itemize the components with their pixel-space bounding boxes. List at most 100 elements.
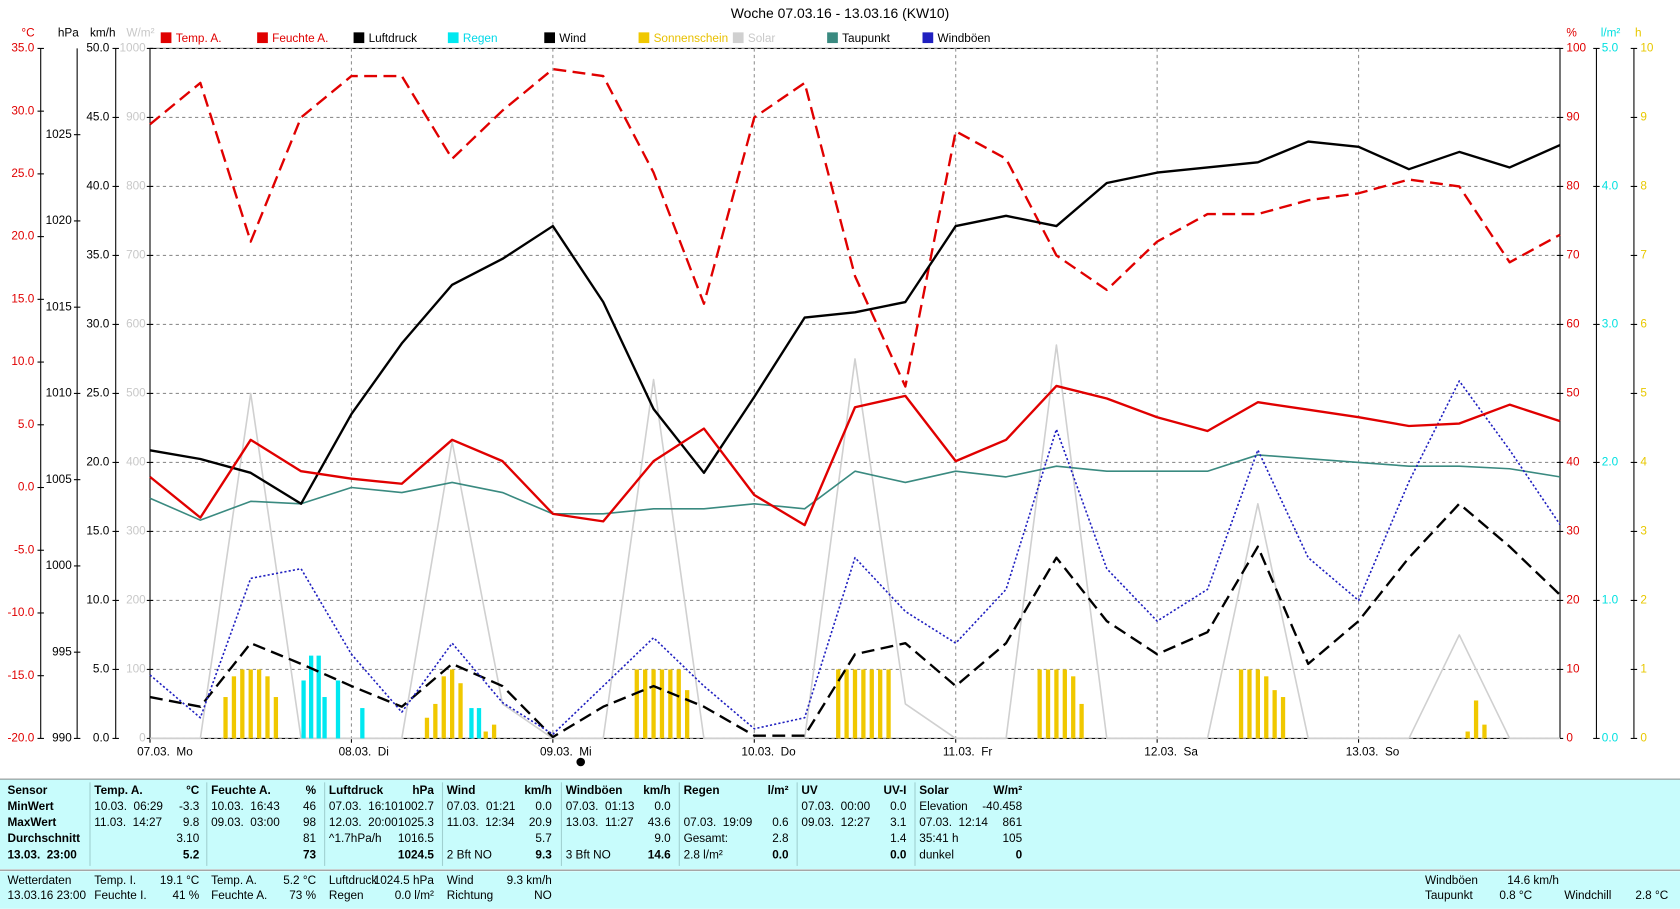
stats-cell: 12.03. 20:00 bbox=[329, 816, 398, 829]
stats-value: 14.6 bbox=[648, 848, 671, 861]
y-tick-label: 0.0 bbox=[1602, 732, 1619, 745]
x-tick-label: 10.03. Do bbox=[741, 745, 796, 758]
bar bbox=[240, 669, 245, 739]
bar bbox=[852, 669, 858, 739]
y-tick-label: 20.0 bbox=[11, 230, 34, 243]
stats-cell: 13.03. 23:00 bbox=[8, 848, 78, 861]
bar bbox=[1264, 676, 1269, 739]
bar bbox=[1238, 669, 1244, 739]
y-tick-label: 100 bbox=[1566, 42, 1586, 55]
bar bbox=[483, 731, 488, 739]
y-tick-label: 10 bbox=[1566, 663, 1580, 676]
stats-cell: 09.03. 12:27 bbox=[801, 816, 870, 829]
stats-unit: km/h bbox=[643, 784, 670, 797]
x-tick-label: 07.03. Mo bbox=[137, 745, 193, 758]
bar bbox=[265, 676, 270, 739]
y-tick-label: 400 bbox=[126, 456, 146, 469]
legend-swatch bbox=[447, 32, 459, 44]
bar bbox=[450, 669, 455, 739]
y-tick-label: 1025 bbox=[46, 128, 73, 141]
legend-swatch bbox=[732, 32, 744, 44]
legend-label: Feuchte A. bbox=[272, 32, 328, 45]
stats-value: 5.7 bbox=[535, 832, 551, 845]
y-tick-label: 900 bbox=[126, 111, 146, 124]
y-tick-label: 35.0 bbox=[11, 42, 34, 55]
stats-cell: dunkel bbox=[919, 848, 954, 861]
y-tick-label: 10.0 bbox=[11, 355, 34, 368]
y-tick-label: 8 bbox=[1640, 180, 1647, 193]
bar bbox=[685, 690, 690, 739]
y-tick-label: 800 bbox=[126, 180, 146, 193]
y-tick-label: 25.0 bbox=[11, 167, 34, 180]
y-tick-label: 60 bbox=[1566, 318, 1580, 331]
bar bbox=[1071, 676, 1076, 739]
y-tick-label: 3.0 bbox=[1602, 318, 1619, 331]
stats-cell: 10.03. 16:43 bbox=[211, 800, 280, 813]
y-tick-label: 9 bbox=[1640, 111, 1647, 124]
stats-cell: 07.03. 12:14 bbox=[919, 816, 988, 829]
legend-label: Wind bbox=[559, 32, 586, 45]
status-value: 1024.5 hPa bbox=[374, 874, 435, 887]
legend-label: Solar bbox=[748, 32, 776, 45]
stats-value: 5.2 bbox=[183, 848, 200, 861]
series-line bbox=[149, 502, 1561, 739]
bar bbox=[424, 717, 430, 739]
status-label: Richtung bbox=[447, 889, 493, 902]
stats-value: 3.1 bbox=[890, 816, 906, 829]
y-tick-label: 15.0 bbox=[11, 292, 34, 305]
bar bbox=[861, 669, 866, 739]
stats-unit: W/m² bbox=[993, 784, 1022, 797]
stats-cell: 2 Bft NO bbox=[447, 848, 492, 861]
stats-cell: Gesamt: bbox=[684, 832, 728, 845]
status-value: 0.0 l/m² bbox=[395, 889, 434, 902]
stats-cell: 09.03. 03:00 bbox=[211, 816, 280, 829]
bar bbox=[1465, 731, 1470, 739]
status-label: Feuchte I. bbox=[94, 889, 146, 902]
y-tick-label: 3 bbox=[1640, 525, 1647, 538]
legend-label: Regen bbox=[463, 32, 498, 45]
y-tick-label: 5.0 bbox=[93, 663, 110, 676]
status-value: 41 % bbox=[172, 889, 199, 902]
stats-value: 73 bbox=[303, 848, 317, 861]
y-tick-label: 30.0 bbox=[11, 104, 34, 117]
y-tick-label: 45.0 bbox=[86, 111, 109, 124]
bar bbox=[1272, 690, 1277, 739]
stats-value: -3.3 bbox=[179, 800, 200, 813]
stats-value: 81 bbox=[303, 832, 316, 845]
y-tick-label: 50.0 bbox=[86, 42, 109, 55]
y-tick-label: 25.0 bbox=[86, 387, 109, 400]
bar bbox=[469, 708, 474, 739]
axis-title: hPa bbox=[58, 27, 79, 40]
x-tick-label: 13.03. So bbox=[1346, 745, 1400, 758]
axis-title: km/h bbox=[90, 27, 116, 40]
stats-cell: 2.8 l/m² bbox=[684, 848, 723, 861]
bar bbox=[844, 669, 849, 739]
stats-value: 861 bbox=[1003, 816, 1023, 829]
legend-swatch bbox=[638, 32, 650, 44]
stats-value: 98 bbox=[303, 816, 317, 829]
status-value: 2.8 °C bbox=[1635, 889, 1668, 902]
stats-value: 3.10 bbox=[176, 832, 199, 845]
bar bbox=[1473, 700, 1479, 739]
bar bbox=[309, 655, 314, 739]
y-tick-label: 1.0 bbox=[1602, 594, 1619, 607]
y-tick-label: 100 bbox=[126, 663, 146, 676]
axis-title: W/m² bbox=[126, 27, 154, 40]
axis-title: h bbox=[1635, 27, 1642, 40]
bar bbox=[1482, 724, 1487, 739]
stats-panel bbox=[0, 779, 1680, 870]
bar bbox=[643, 669, 648, 739]
y-tick-label: 20.0 bbox=[86, 456, 109, 469]
stats-header: Temp. A. bbox=[94, 784, 142, 797]
bar bbox=[836, 669, 841, 739]
legend-swatch bbox=[160, 32, 172, 44]
bar bbox=[651, 669, 656, 739]
y-tick-label: 5 bbox=[1640, 387, 1647, 400]
legend-label: Luftdruck bbox=[369, 32, 418, 45]
stats-unit: UV-I bbox=[884, 784, 907, 797]
series-line bbox=[150, 344, 1560, 740]
stats-value: 0.0 bbox=[890, 800, 907, 813]
stats-header: Feuchte A. bbox=[211, 784, 271, 797]
bar bbox=[676, 669, 681, 739]
y-tick-label: 200 bbox=[126, 594, 146, 607]
